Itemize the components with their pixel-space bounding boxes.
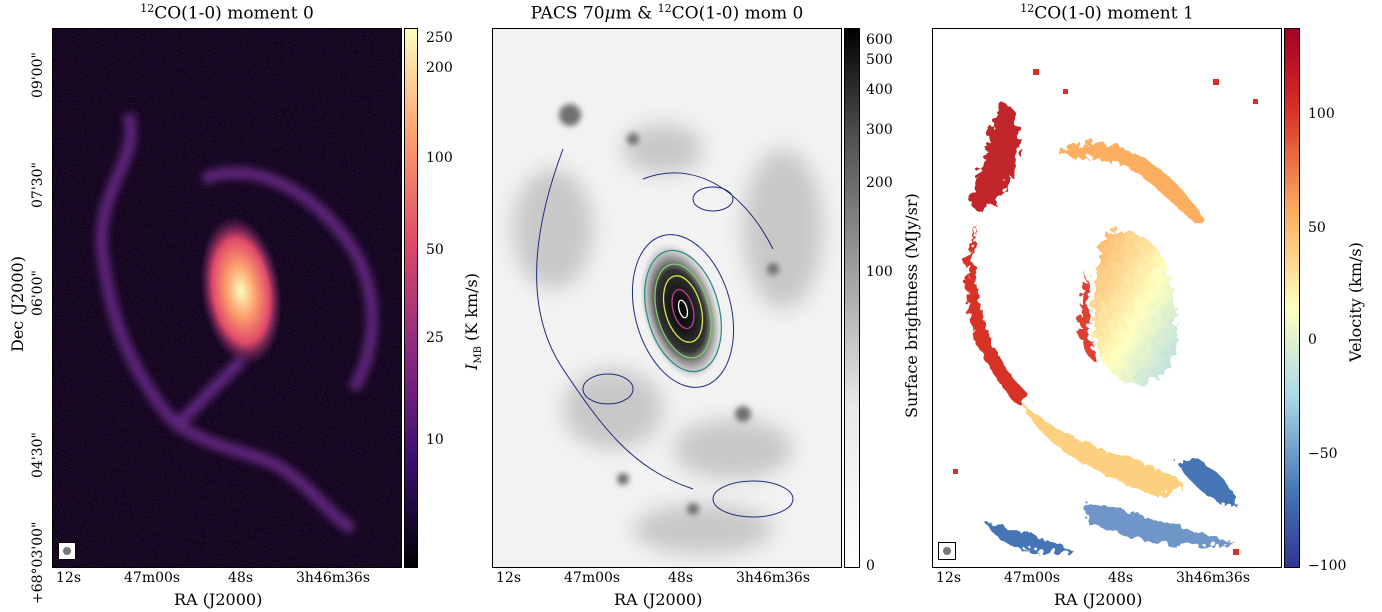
- ra-tick: 12s: [56, 570, 81, 586]
- panel1-title: 12CO(1-0) moment 0: [140, 2, 314, 24]
- ra-tick: 47m00s: [124, 570, 181, 586]
- cbar3-label: Velocity (km/s): [1346, 242, 1365, 362]
- colorbar-1: [404, 28, 418, 568]
- ra-tick: 3h46m36s: [1176, 570, 1251, 586]
- co-contours: [536, 148, 794, 518]
- cbar3-tick: 0: [1308, 332, 1317, 348]
- ra-tick: 12s: [936, 570, 961, 586]
- cbar2-tick: 600: [866, 32, 893, 48]
- moment0-map: [52, 28, 402, 568]
- moment0-core: [200, 216, 282, 366]
- cbar3-tick: 100: [1308, 106, 1335, 122]
- colorbar-3: [1284, 28, 1300, 568]
- panel2-title: PACS 70μm & 12CO(1-0) mom 0: [530, 2, 804, 24]
- ra-tick: 12s: [496, 570, 521, 586]
- cbar2-tick: 500: [866, 52, 893, 68]
- panel3-title: 12CO(1-0) moment 1: [1020, 2, 1194, 24]
- pacs70-map: [492, 28, 842, 568]
- dec-tick: 07'30": [30, 162, 46, 208]
- beam-marker-3: [938, 542, 956, 560]
- ra-tick: 48s: [668, 570, 693, 586]
- colorbar-2: [844, 28, 860, 568]
- cbar1-tick: 200: [426, 60, 453, 76]
- cbar1-tick: 250: [426, 30, 453, 46]
- ra-tick: 48s: [228, 570, 253, 586]
- cbar1-label: IMB (K km/s): [462, 273, 485, 370]
- dec-tick: 04'30": [30, 432, 46, 478]
- dec-axis-label: Dec (J2000): [8, 256, 27, 352]
- ra-axis-label-3: RA (J2000): [1054, 590, 1143, 609]
- cbar1-tick: 50: [426, 242, 444, 258]
- dec-tick: +68°03'00": [30, 521, 46, 604]
- cbar3-tick: −100: [1308, 558, 1347, 574]
- ra-tick: 3h46m36s: [296, 570, 371, 586]
- cbar1-tick: 25: [426, 330, 444, 346]
- ra-axis-label-1: RA (J2000): [174, 590, 263, 609]
- cbar2-tick: 200: [866, 175, 893, 191]
- ra-axis-label-2: RA (J2000): [614, 590, 703, 609]
- cbar2-label: Surface brightness (MJy/sr): [902, 193, 921, 418]
- ra-tick: 47m00s: [1004, 570, 1061, 586]
- cbar2-tick: 300: [866, 122, 893, 138]
- ra-tick: 3h46m36s: [736, 570, 811, 586]
- cbar3-tick: 50: [1308, 220, 1326, 236]
- cbar1-tick: 10: [426, 432, 444, 448]
- beam-marker-1: [58, 542, 76, 560]
- cbar1-tick: 100: [426, 150, 453, 166]
- ra-tick: 48s: [1108, 570, 1133, 586]
- cbar2-tick: 100: [866, 264, 893, 280]
- ra-tick: 47m00s: [564, 570, 621, 586]
- moment1-map: [932, 28, 1282, 568]
- cbar3-tick: −50: [1308, 446, 1338, 462]
- cbar2-tick: 0: [866, 558, 875, 574]
- dec-tick: 09'00": [30, 52, 46, 98]
- cbar2-tick: 400: [866, 82, 893, 98]
- dec-tick: 06'00": [30, 270, 46, 316]
